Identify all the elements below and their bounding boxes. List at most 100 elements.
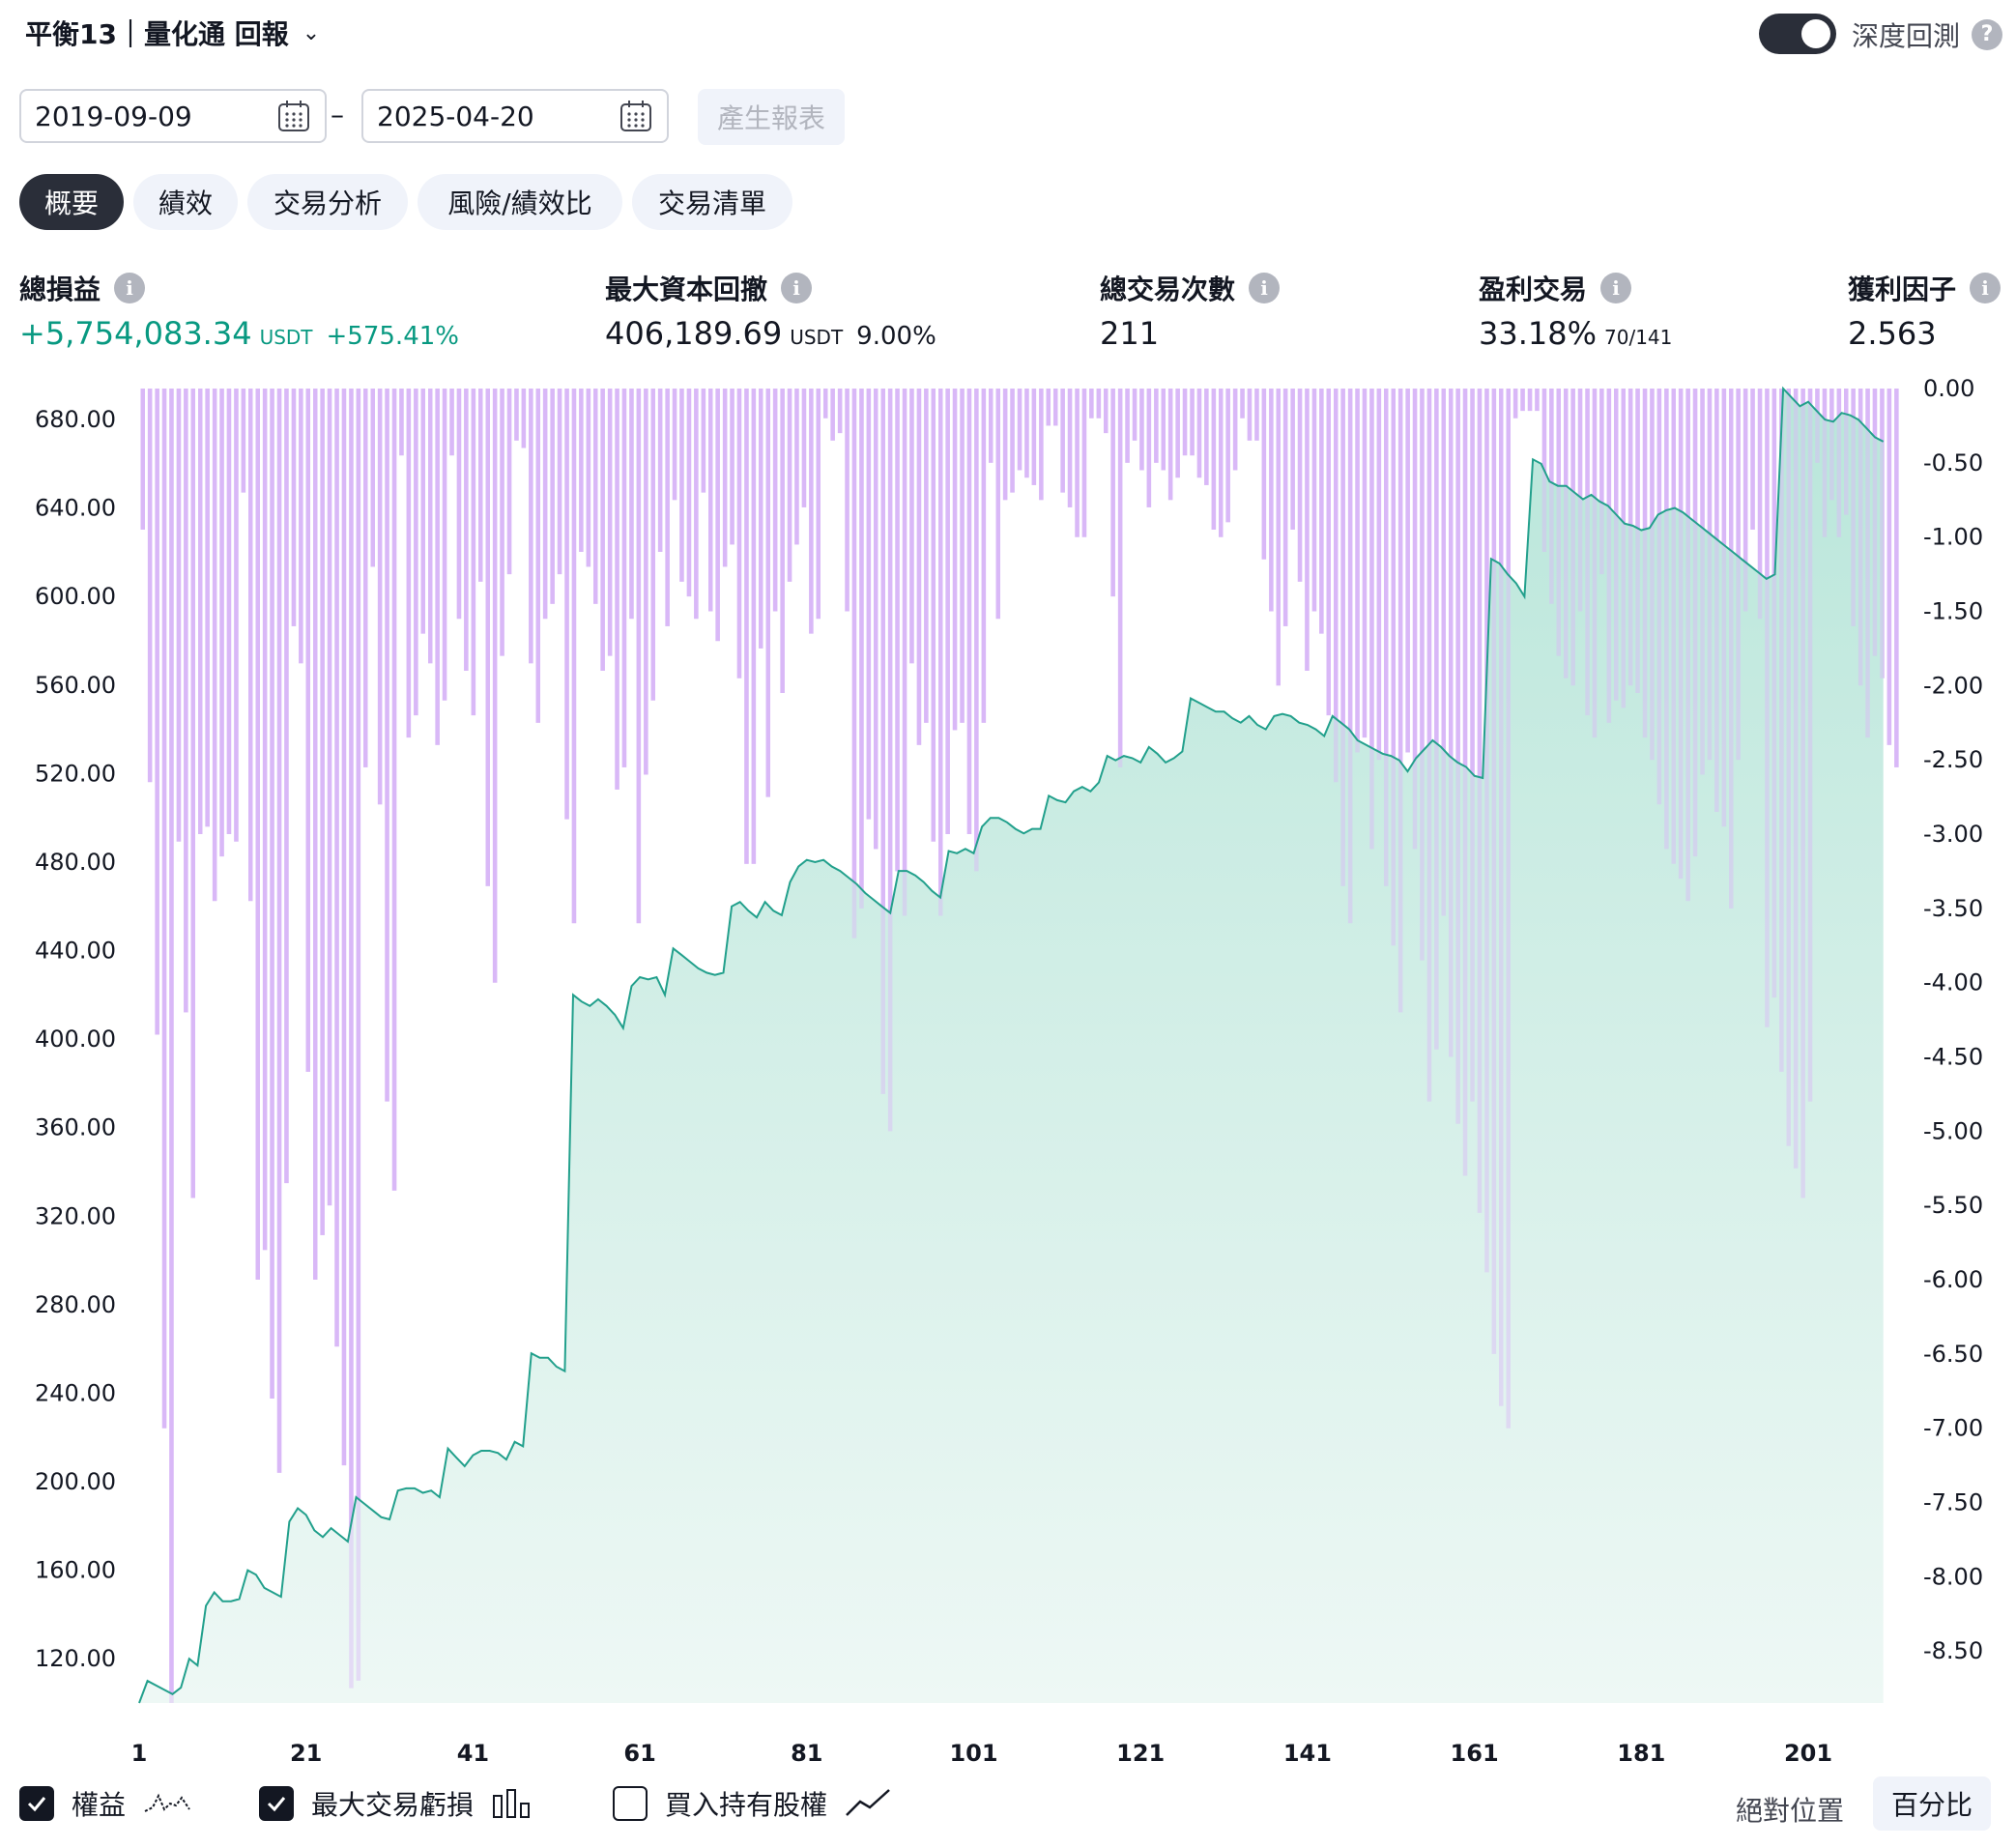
drawdown-bar-overlay (1894, 389, 1899, 767)
legend-max-trade-loss[interactable]: 最大交易虧損 (259, 1784, 533, 1823)
checkbox-buy-hold[interactable] (613, 1786, 648, 1821)
drawdown-bar-overlay (521, 389, 527, 448)
drawdown-bar-overlay (1535, 389, 1540, 412)
right-axis-tick-label: -7.00 (1923, 1415, 1983, 1442)
drawdown-bar (845, 389, 850, 612)
drawdown-bar (1362, 389, 1368, 738)
drawdown-bar-overlay (751, 389, 757, 864)
drawdown-bar (1219, 389, 1224, 537)
drawdown-bar (916, 389, 922, 745)
tab-performance[interactable]: 績效 (133, 174, 238, 230)
drawdown-bar-overlay (385, 389, 389, 1102)
drawdown-bar-overlay (500, 389, 504, 656)
tab-risk-performance-ratio[interactable]: 風險/績效比 (418, 174, 622, 230)
drawdown-bar (1742, 389, 1748, 612)
drawdown-bar-overlay (140, 389, 145, 530)
checkbox-equity[interactable] (19, 1786, 54, 1821)
info-icon[interactable]: i (1249, 273, 1281, 303)
legend-equity[interactable]: 權益 (19, 1784, 193, 1823)
drawdown-bar-overlay (1132, 389, 1138, 441)
drawdown-bar-overlay (816, 389, 821, 620)
drawdown-bar (621, 389, 627, 767)
drawdown-bar (1211, 389, 1217, 530)
drawdown-bar-overlay (1512, 389, 1518, 419)
drawdown-bar (391, 389, 397, 1191)
drawdown-bar (377, 389, 383, 805)
drawdown-bar (823, 389, 828, 419)
checkbox-max-trade-loss[interactable] (259, 1786, 294, 1821)
drawdown-bar-overlay (219, 389, 224, 857)
generate-report-button[interactable]: 產生報表 (698, 89, 845, 145)
drawdown-bar-overlay (722, 389, 728, 567)
strategy-title: 平衡13｜量化通 回報 (25, 18, 289, 50)
drawdown-bar (1146, 389, 1152, 507)
x-axis-tick-label: 61 (623, 1740, 655, 1767)
start-date-input[interactable]: 2019-09-09 (19, 89, 327, 143)
drawdown-bar-overlay (391, 389, 397, 1191)
left-axis-tick-label: 480.00 (35, 849, 116, 876)
drawdown-bar (176, 389, 182, 842)
drawdown-bar (248, 389, 253, 902)
drawdown-bar (161, 389, 167, 1429)
tab-overview[interactable]: 概要 (19, 174, 124, 230)
drawdown-bar-overlay (1621, 389, 1626, 708)
end-date-input[interactable]: 2025-04-20 (361, 89, 669, 143)
drawdown-bar-overlay (1556, 389, 1561, 656)
drawdown-bar (464, 389, 469, 671)
calendar-icon[interactable] (619, 99, 653, 133)
drawdown-bar (406, 389, 412, 738)
x-axis-tick-label: 81 (791, 1740, 822, 1767)
tab-trade-analysis[interactable]: 交易分析 (247, 174, 408, 230)
drawdown-bar (751, 389, 757, 864)
drawdown-bar (184, 389, 188, 1013)
tab-trade-list[interactable]: 交易清單 (632, 174, 792, 230)
deep-backtest-toggle[interactable] (1759, 14, 1836, 54)
drawdown-bar-overlay (1391, 389, 1396, 946)
info-icon[interactable]: i (1600, 273, 1632, 303)
drawdown-bar-overlay (1664, 389, 1669, 850)
right-axis-tick-label: -1.00 (1923, 524, 1983, 551)
absolute-position-button[interactable]: 絕對位置 (1736, 1795, 1845, 1827)
info-icon[interactable]: i (114, 273, 146, 303)
drawdown-bar-overlay (478, 389, 483, 582)
x-axis-tick-label: 21 (290, 1740, 322, 1767)
help-icon[interactable]: ? (1972, 19, 2002, 50)
equity-drawdown-chart[interactable]: 680.00 640.00 600.00 560.00 520.00 480.00 440.… (0, 377, 2016, 1769)
drawdown-bar (938, 389, 943, 916)
drawdown-bar-overlay (550, 389, 555, 604)
drawdown-bar-overlay (1836, 389, 1842, 537)
line-chart-icon (144, 1793, 190, 1812)
drawdown-bar (1434, 389, 1439, 1050)
drawdown-bar (952, 389, 958, 731)
drawdown-bar (1311, 389, 1317, 612)
legend-buy-hold[interactable]: 買入持有股權 (613, 1784, 893, 1823)
right-axis-tick-label: -0.50 (1923, 449, 1983, 476)
drawdown-bar (1405, 389, 1410, 753)
drawdown-bar-overlay (1872, 389, 1878, 656)
drawdown-bar-overlay (708, 389, 713, 612)
drawdown-bar-overlay (1449, 389, 1454, 1057)
drawdown-bar (1455, 389, 1460, 1124)
percentage-button[interactable]: 百分比 (1873, 1776, 1991, 1831)
strategy-title-dropdown[interactable]: 平衡13｜量化通 回報 ⌄ (25, 14, 320, 52)
drawdown-bar-overlay (320, 389, 325, 1235)
drawdown-bar-overlay (414, 389, 418, 716)
drawdown-bar-overlay (1807, 389, 1813, 1102)
net-profit-value: +5,754,083.34 USDT +575.41% (19, 315, 459, 352)
drawdown-bar (1204, 389, 1209, 485)
drawdown-bar-overlay (1031, 389, 1037, 485)
info-icon[interactable]: i (1970, 273, 2002, 303)
drawdown-bar (629, 389, 634, 620)
calendar-icon[interactable] (276, 99, 311, 133)
drawdown-bar-overlay (730, 389, 734, 545)
drawdown-bar-overlay (1017, 389, 1022, 471)
drawdown-bar-overlay (579, 389, 584, 552)
drawdown-bar-overlay (1742, 389, 1748, 612)
drawdown-bar (1060, 389, 1065, 493)
drawdown-bar-overlay (1765, 389, 1770, 1027)
drawdown-bar (255, 389, 260, 1280)
left-axis-tick-label: 320.00 (35, 1202, 116, 1229)
drawdown-bar (1247, 389, 1253, 441)
drawdown-bar-overlay (529, 389, 533, 664)
info-icon[interactable]: i (781, 273, 813, 303)
